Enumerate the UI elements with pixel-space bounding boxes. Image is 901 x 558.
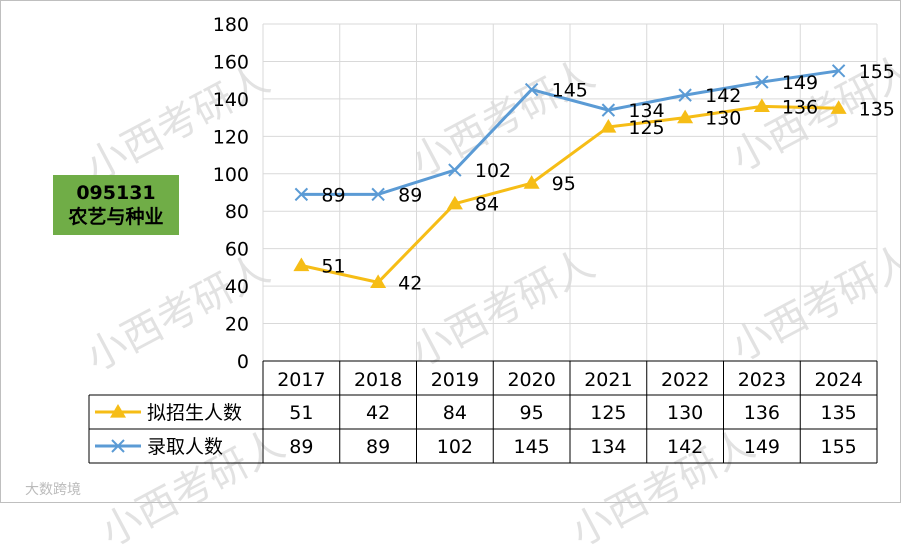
table-cell: 134 [590, 436, 626, 458]
data-label: 89 [398, 184, 422, 206]
y-tick-label: 40 [225, 276, 249, 298]
data-label: 84 [475, 194, 499, 216]
y-tick-label: 100 [213, 164, 249, 186]
x-tick-label: 2023 [738, 369, 786, 391]
data-label: 149 [782, 72, 818, 94]
y-tick-label: 0 [237, 351, 249, 373]
data-label: 102 [475, 160, 511, 182]
data-label: 125 [628, 117, 664, 139]
data-point [677, 109, 694, 124]
data-label: 135 [859, 98, 895, 120]
table-cell: 136 [744, 402, 780, 424]
legend-label: 录取人数 [147, 436, 223, 458]
y-tick-label: 20 [225, 314, 249, 336]
table-cell: 149 [744, 436, 780, 458]
data-label: 142 [705, 85, 741, 107]
table-cell: 155 [820, 436, 856, 458]
data-label: 42 [398, 272, 422, 294]
table-cell: 95 [520, 402, 544, 424]
x-tick-label: 2022 [661, 369, 709, 391]
legend-marker [111, 439, 125, 453]
data-point [371, 187, 385, 202]
data-label: 136 [782, 96, 818, 118]
table-cell: 102 [437, 436, 473, 458]
y-tick-label: 120 [213, 126, 249, 148]
table-cell: 142 [667, 436, 703, 458]
data-point [755, 75, 769, 89]
program-badge: 095131 农艺与种业 [53, 175, 179, 235]
data-point [294, 187, 309, 202]
data-label: 95 [552, 173, 576, 195]
y-tick-label: 180 [213, 14, 249, 36]
data-point [600, 118, 617, 133]
data-label: 89 [321, 184, 345, 206]
table-cell: 130 [667, 402, 703, 424]
program-code: 095131 [76, 182, 156, 204]
footer-watermark: 大数跨境 [25, 482, 81, 498]
x-tick-label: 2019 [431, 369, 479, 391]
table-cell: 125 [590, 402, 626, 424]
y-tick-label: 140 [213, 89, 249, 111]
series-line [301, 69, 839, 196]
table-cell: 51 [289, 402, 313, 424]
data-label: 130 [705, 108, 741, 130]
table-cell: 145 [513, 436, 549, 458]
x-tick-label: 2018 [354, 369, 402, 391]
data-point [446, 195, 463, 210]
x-tick-label: 2024 [814, 369, 862, 391]
table-cell: 84 [443, 402, 467, 424]
data-point [831, 64, 846, 78]
data-label: 134 [628, 100, 664, 122]
y-tick-label: 160 [213, 51, 249, 73]
series-line [301, 104, 839, 284]
legend-label: 拟招生人数 [147, 402, 242, 424]
data-point [370, 274, 387, 288]
data-point [753, 98, 770, 112]
data-label: 51 [321, 256, 345, 278]
data-point [601, 103, 616, 117]
data-point [678, 88, 692, 102]
table-cell: 135 [820, 402, 856, 424]
data-label: 145 [552, 80, 588, 102]
program-name: 农艺与种业 [68, 206, 164, 228]
data-point [524, 82, 539, 97]
x-tick-label: 2020 [507, 369, 555, 391]
data-point [293, 257, 310, 272]
data-point [448, 163, 462, 177]
x-tick-label: 2017 [277, 369, 325, 391]
data-label: 155 [859, 61, 895, 83]
data-point [830, 100, 847, 114]
x-tick-label: 2021 [584, 369, 632, 391]
table-cell: 89 [366, 436, 390, 458]
line-chart: 0 20 40 60 80 100 120 140 160 180 2017 2018 2019 2020… [88, 14, 895, 464]
table-cell: 89 [289, 436, 313, 458]
y-tick-label: 80 [225, 201, 249, 223]
legend-marker [110, 404, 126, 418]
table-cell: 42 [366, 402, 390, 424]
y-tick-label: 60 [225, 239, 249, 261]
data-point [523, 175, 540, 189]
